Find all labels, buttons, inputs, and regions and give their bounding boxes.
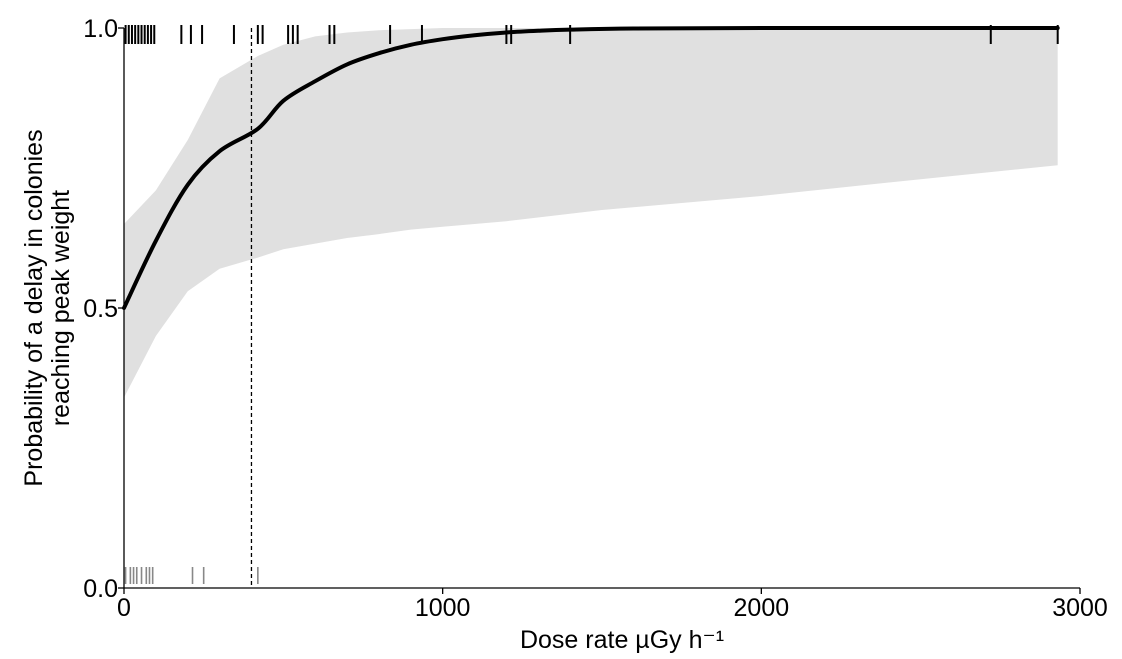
fitted-curve-layer	[122, 25, 1060, 310]
confidence-band	[124, 28, 1058, 398]
x-tick-label: 3000	[1052, 594, 1108, 622]
axes-layer	[118, 27, 1081, 594]
fitted-probability-curve	[122, 25, 1060, 310]
y-axis-title: Probability of a delay in coloniesreachi…	[20, 129, 75, 486]
y-axis-title-line: Probability of a delay in colonies	[20, 129, 48, 486]
x-axis-title: Dose rate µGy h⁻¹	[520, 626, 724, 654]
y-tick-label: 1.0	[83, 15, 118, 43]
x-tick-label: 1000	[415, 594, 471, 622]
rug-layer	[124, 25, 1059, 584]
y-axis-title-line: reaching peak weight	[47, 190, 75, 426]
x-tick-label: 2000	[734, 594, 790, 622]
x-tick-label: 0	[117, 594, 131, 622]
y-tick-label: 0.0	[83, 575, 118, 603]
confidence-band-layer	[124, 28, 1058, 398]
y-tick-label: 0.5	[83, 295, 118, 323]
labels-layer: 0 1000 2000 3000 0.0 0.5 1.0 Dose rate µGy h⁻¹ P…	[20, 15, 1108, 654]
